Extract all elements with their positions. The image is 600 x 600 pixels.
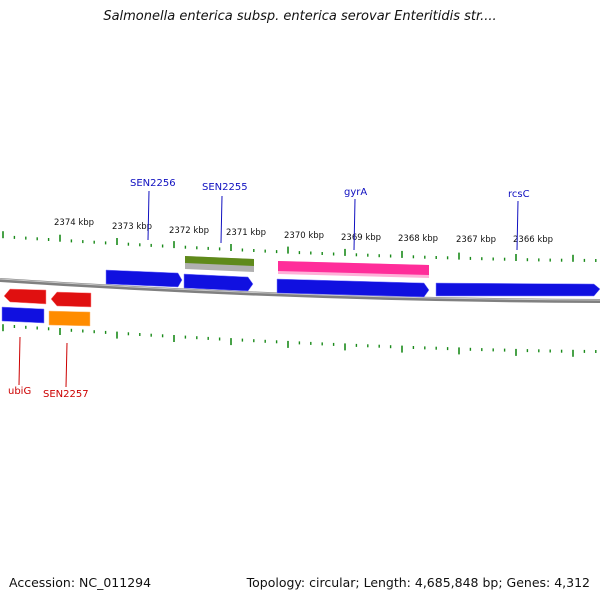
gene-SEN2255-arrow — [183, 273, 254, 292]
kbp-label: 2366 kbp — [513, 235, 553, 245]
gene-labels-bottom: ubiG SEN2257 — [8, 336, 89, 400]
misc-feature-green[interactable] — [185, 256, 254, 272]
accession-text: Accession: NC_011294 — [9, 575, 152, 590]
kbp-label: 2369 kbp — [341, 233, 381, 243]
gene-ubiG-neighbor-arrow — [1, 306, 45, 324]
gene-rcsC-arrow — [435, 282, 600, 297]
gene-label-gyrA: gyrA — [344, 187, 367, 198]
kbp-label: 2371 kbp — [226, 228, 266, 238]
gene-gyrA-arrow — [276, 278, 430, 298]
kbp-label: 2368 kbp — [398, 234, 438, 244]
kbp-label: 2370 kbp — [284, 231, 324, 241]
gene-labels-top: SEN2256 SEN2255 gyrA rcsC — [130, 178, 530, 251]
gene-SEN2256-arrow — [105, 269, 183, 288]
gene-ubiG-arrow — [3, 288, 47, 305]
gene-SEN2257-arrow — [50, 291, 92, 308]
gene-label-rcsC: rcsC — [508, 189, 530, 200]
kbp-label: 2367 kbp — [456, 235, 496, 245]
kbp-scale: 2374 kbp 2373 kbp 2372 kbp 2371 kbp 2370… — [54, 218, 553, 245]
forward-genes[interactable] — [1, 269, 600, 324]
gene-label-ubiG: ubiG — [8, 386, 31, 397]
kbp-label: 2374 kbp — [54, 218, 94, 228]
genome-backbone-highlight — [0, 278, 600, 301]
genome-backbone — [0, 278, 600, 303]
gene-label-SEN2257: SEN2257 — [43, 389, 89, 400]
gene-label-SEN2255: SEN2255 — [202, 182, 248, 193]
kbp-label: 2372 kbp — [169, 226, 209, 236]
genome-summary-text: Topology: circular; Length: 4,685,848 bp… — [246, 575, 590, 590]
map-title: Salmonella enterica subsp. enterica sero… — [103, 9, 497, 24]
kbp-label: 2373 kbp — [112, 222, 152, 232]
outer-tick-ring — [2, 231, 597, 262]
inner-tick-ring — [2, 324, 597, 357]
reverse-genes[interactable] — [3, 288, 92, 327]
gene-label-SEN2256: SEN2256 — [130, 178, 176, 189]
gyrA-rna-feature[interactable] — [278, 261, 429, 278]
gene-orange-arrow — [48, 310, 91, 327]
